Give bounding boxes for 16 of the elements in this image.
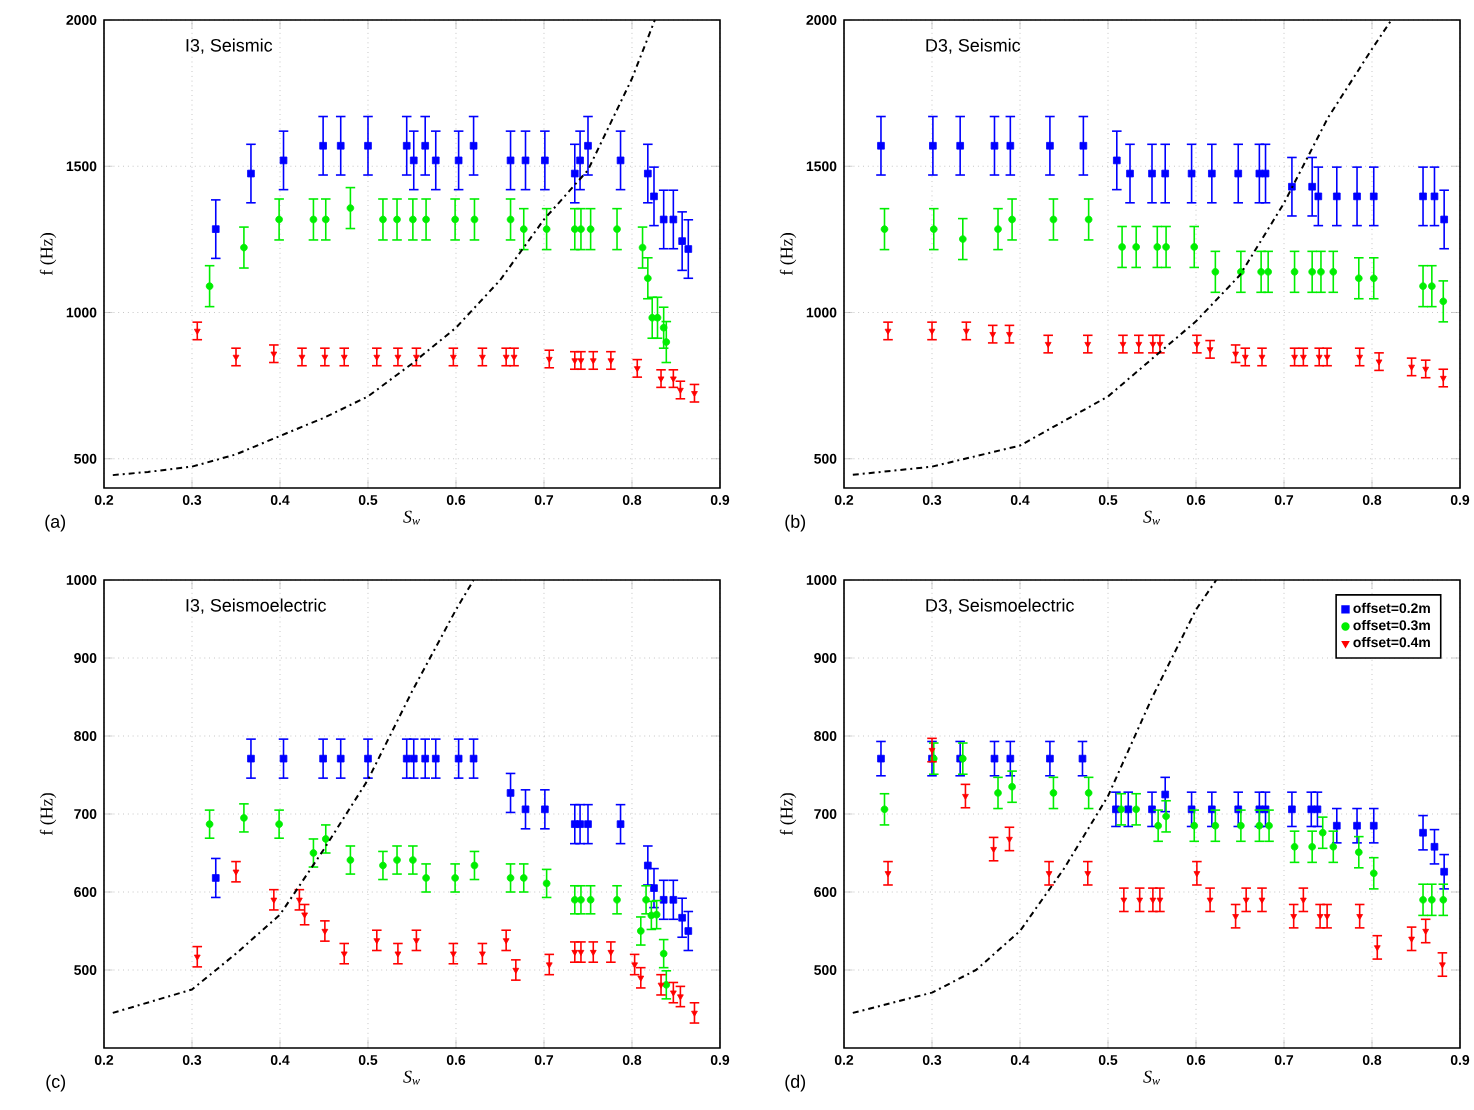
y-axis-title: f (Hz) xyxy=(779,233,797,276)
text: (b) xyxy=(785,514,806,532)
x-axis-title: S$_{w}$ xyxy=(1143,510,1160,525)
text: I3, Seismoelectric xyxy=(186,598,326,614)
text: (a) xyxy=(45,514,66,532)
y-axis-title: f (Hz) xyxy=(39,793,57,836)
x-axis-title: S$_{w}$ xyxy=(1143,1070,1160,1085)
y-axis-title: f (Hz) xyxy=(779,793,797,836)
text: D3, Seismic xyxy=(926,38,1021,54)
text: D3, Seismoelectric xyxy=(926,598,1074,614)
text: (d) xyxy=(785,1074,806,1092)
y-axis-title: f (Hz) xyxy=(39,233,57,276)
text: (c) xyxy=(46,1074,66,1092)
x-axis-title: S$_{w}$ xyxy=(403,1070,420,1085)
x-axis-title: S$_{w}$ xyxy=(403,510,420,525)
text: I3, Seismic xyxy=(186,38,273,54)
